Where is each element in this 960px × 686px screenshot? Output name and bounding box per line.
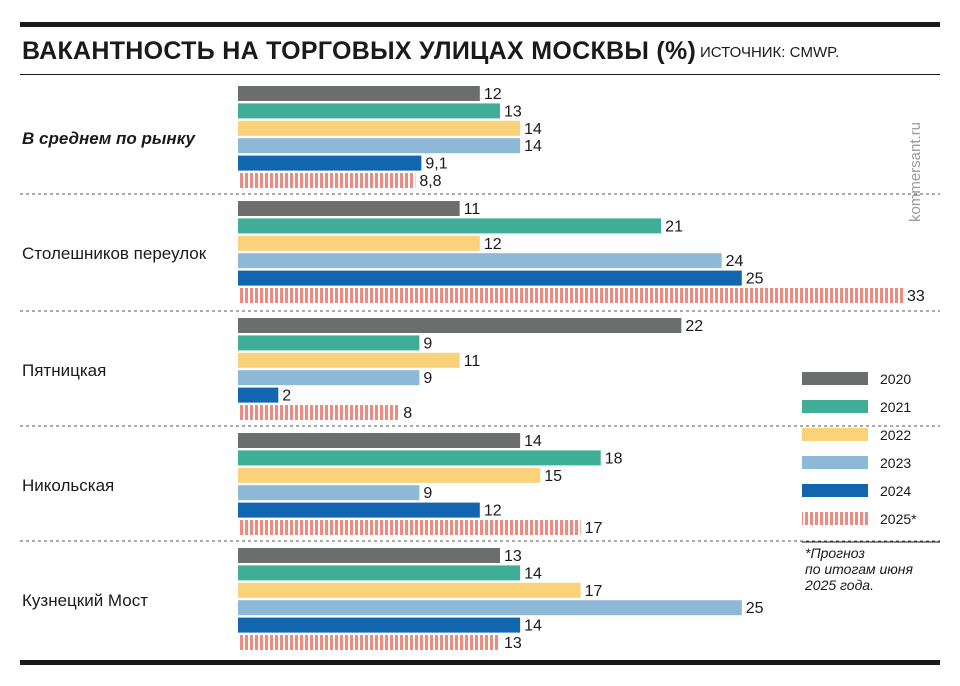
bar [238,86,480,101]
bar [238,617,521,633]
category-label: Кузнецкий Мост [22,591,148,610]
bar [238,201,460,216]
data-label: 12 [484,86,502,103]
data-label: 11 [464,353,481,370]
data-label: 18 [605,450,623,467]
data-label: 8,8 [419,173,441,190]
data-label: 11 [464,201,481,218]
bar [238,582,581,598]
data-label: 25 [746,271,764,288]
legend-label: 2020 [880,371,911,387]
data-label: 2 [282,388,291,405]
bar [238,467,541,483]
data-label: 9,1 [425,156,447,173]
bar [238,433,521,448]
legend-swatch [802,512,868,525]
bar [238,103,500,119]
legend-label: 2023 [880,455,911,471]
bar [238,635,500,650]
bar [238,318,682,333]
bar [238,405,400,420]
legend-swatch [802,484,868,497]
legend-label: 2025* [880,511,917,527]
data-label: 9 [423,485,432,502]
legend-swatch [802,372,868,385]
watermark-text: kommersant.ru [907,122,924,222]
bar [238,218,662,234]
title-rule [20,74,940,75]
legend-label: 2021 [880,399,911,415]
category-label: Пятницкая [22,361,106,380]
data-label: 21 [665,218,683,235]
bar [238,502,480,518]
footnote-line: *Прогноз [805,545,865,561]
bar [238,120,521,136]
bar [238,387,279,403]
bar [238,565,521,581]
bar [238,288,903,303]
data-label: 17 [585,583,603,600]
footnote: *Прогноз по итогам июня 2025 года. [805,545,935,593]
data-label: 12 [484,236,502,253]
data-label: 14 [524,433,542,450]
bar [238,173,416,188]
bar [238,352,460,368]
footnote-line: 2025 года. [805,577,874,593]
bar [238,520,581,535]
bottom-rule [20,660,940,665]
bar [238,600,742,616]
bar [238,270,742,286]
data-label: 14 [524,565,542,582]
top-rule [20,22,940,27]
data-label: 14 [524,138,542,155]
data-label: 25 [746,600,764,617]
data-label: 9 [423,335,432,352]
data-label: 15 [544,468,562,485]
data-label: 14 [524,618,542,635]
bar [238,485,420,501]
data-label: 22 [685,318,703,335]
data-label: 24 [726,253,744,270]
category-label: В среднем по рынку [22,129,197,148]
bar [238,370,420,386]
data-label: 9 [423,370,432,387]
data-label: 13 [504,103,522,120]
bar [238,155,422,171]
legend-label: 2024 [880,483,911,499]
chart-source: ИСТОЧНИК: CMWP. [700,44,840,61]
data-label: 13 [504,635,522,652]
bar [238,235,480,251]
bar [238,253,722,269]
category-label: Столешников переулок [22,244,207,263]
data-label: 33 [907,288,925,305]
data-label: 13 [504,548,522,565]
legend-swatch [802,400,868,413]
data-label: 8 [403,405,412,422]
bar [238,450,601,466]
chart-title: ВАКАНТНОСТЬ НА ТОРГОВЫХ УЛИЦАХ МОСКВЫ (%… [22,37,697,65]
legend-swatch [802,428,868,441]
data-label: 14 [524,121,542,138]
bar [238,548,500,563]
bar [238,138,521,154]
legend-swatch [802,456,868,469]
data-label: 12 [484,503,502,520]
footnote-line: по итогам июня [805,561,913,577]
category-label: Никольская [22,476,114,495]
legend-label: 2022 [880,427,911,443]
data-label: 17 [585,520,603,537]
bar [238,335,420,351]
